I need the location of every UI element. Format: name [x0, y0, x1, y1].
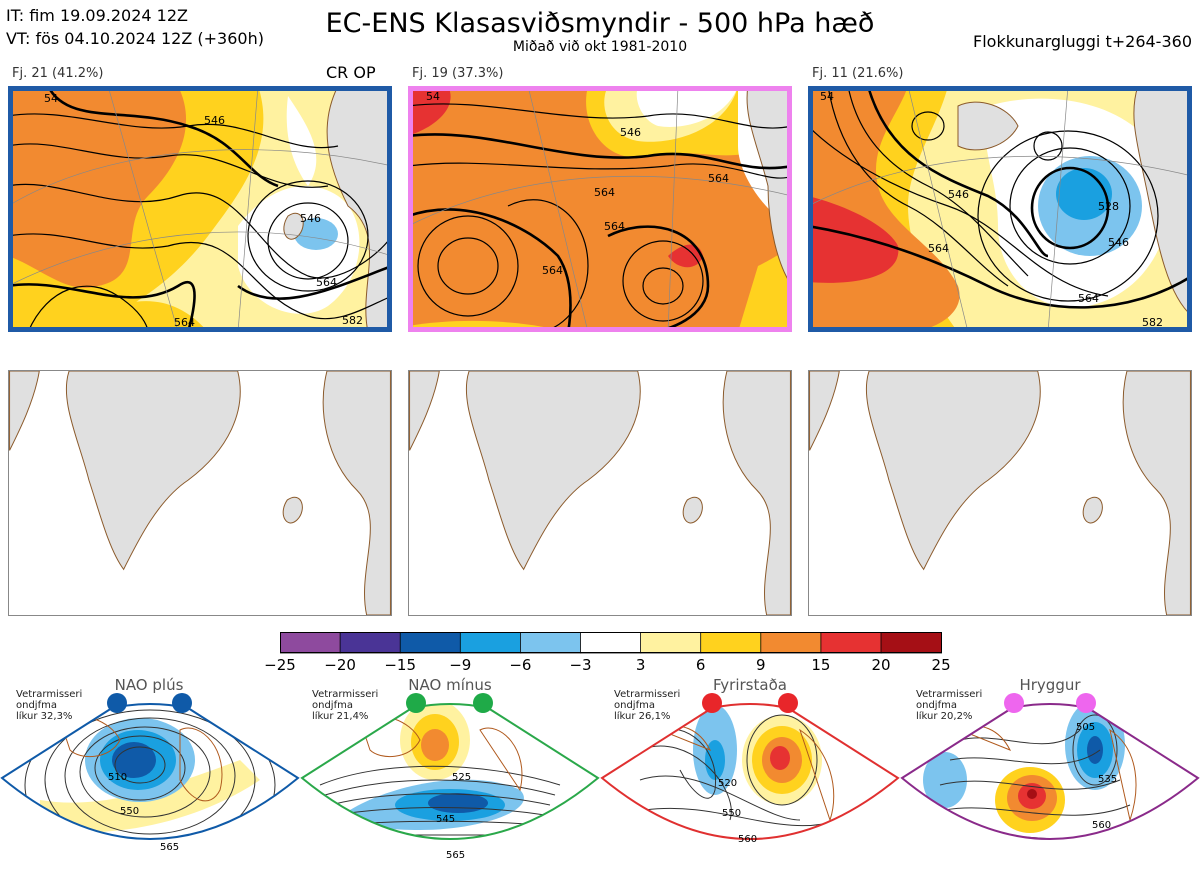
run-info: IT: fim 19.09.2024 12Z VT: fös 04.10.202…	[6, 4, 264, 50]
cluster-2-contour-b: 564	[708, 172, 729, 185]
colorbar-tick-label: 3	[635, 656, 646, 674]
regime-1-contour-c: 565	[160, 842, 179, 853]
regime-2-dot-left	[406, 693, 426, 713]
cluster-3-label: Fj. 11 (21.6%)	[812, 66, 904, 81]
cluster-1-contour-d: 564	[174, 316, 195, 329]
colorbar-tick-label: −15	[384, 656, 417, 674]
colorbar-tick-label: 9	[756, 656, 766, 674]
cluster-2-contour-f: 54	[426, 90, 440, 103]
regime-3-contour-b: 550	[722, 808, 741, 819]
colorbar-tick-label: −3	[569, 656, 592, 674]
colorbar-cell	[580, 632, 642, 654]
cluster-map-1: 546 546 564 564 582 54	[8, 86, 392, 332]
colorbar-cell	[519, 632, 582, 654]
regime-4-dot-left	[1004, 693, 1024, 713]
blank-map-3	[808, 370, 1192, 616]
cluster-1-contour-c: 564	[316, 276, 337, 289]
colorbar-tick-label: 25	[931, 656, 951, 674]
regime-maps: 510 550 565 525 545 565	[0, 703, 1200, 861]
cluster-1-label: Fj. 21 (41.2%)	[12, 66, 104, 81]
cluster-2-contour-d: 564	[542, 264, 563, 277]
colorbar-cell	[700, 632, 762, 654]
cluster-3-frame	[808, 86, 1192, 332]
regime-1-note: Vetrarmisseri ondjfma líkur 32,3%	[16, 689, 83, 722]
cluster-3-contour-a: 546	[948, 188, 969, 201]
cluster-1-tag: CR OP	[326, 63, 376, 82]
colorbar-tick-label: −9	[449, 656, 472, 674]
regime-1-map	[2, 704, 298, 839]
regime-3-frame	[600, 703, 900, 840]
regime-1-title: NAO plús	[114, 676, 184, 694]
regime-4-frame	[900, 703, 1200, 840]
cluster-3-contour-c: 546	[1108, 236, 1129, 249]
regime-3-note: Vetrarmisseri ondjfma líkur 26,1%	[614, 689, 681, 722]
regime-4-contour-a: 505	[1076, 722, 1095, 733]
colorbar-cell	[880, 632, 942, 654]
cluster-1-frame	[8, 86, 392, 332]
colorbar-tick-label: 15	[811, 656, 831, 674]
regime-4-contour-b: 535	[1098, 774, 1117, 785]
regime-3-dot-right	[778, 693, 798, 713]
cluster-2-contour-e: 564	[594, 186, 615, 199]
colorbar	[280, 632, 942, 654]
regime-4-note: Vetrarmisseri ondjfma líkur 20,2%	[916, 689, 983, 722]
colorbar-cell	[280, 632, 341, 654]
regime-1-dot-right	[172, 693, 192, 713]
regime-4-contour-c: 560	[1092, 820, 1111, 831]
cluster-3-contour-b: 528	[1098, 200, 1119, 213]
regime-1-contour-a: 510	[108, 772, 127, 783]
regime-2-contour-b: 545	[436, 814, 455, 825]
colorbar-cell	[640, 632, 702, 654]
cluster-1-contour-e: 582	[342, 314, 363, 327]
cluster-map-2: 546 564 564 564 564 54	[408, 86, 792, 332]
regime-4-map	[902, 704, 1198, 839]
valid-time: VT: fös 04.10.2024 12Z (+360h)	[6, 29, 264, 48]
regime-1-frame	[0, 703, 300, 840]
cluster-1-contour-a: 546	[204, 114, 225, 127]
cluster-2-contour-c: 564	[604, 220, 625, 233]
regime-4-title: Hryggur	[1019, 676, 1081, 694]
cluster-3-contour-d: 564	[928, 242, 949, 255]
cluster-2-label: Fj. 19 (37.3%)	[412, 66, 504, 81]
cluster-3-contour-g: 54	[820, 90, 834, 103]
page-title: EC-ENS Klasasviðsmyndir - 500 hPa hæð	[325, 8, 875, 39]
cluster-1-contour-f: 54	[44, 92, 58, 105]
regime-2-map	[302, 704, 598, 839]
colorbar-tick-label: 20	[871, 656, 891, 674]
colorbar-cell	[399, 632, 462, 654]
colorbar-tick-label: −20	[324, 656, 356, 674]
colorbar-tick-label: −6	[509, 656, 532, 674]
regime-3-title: Fyrirstaða	[713, 676, 787, 694]
colorbar-tick-label: 6	[695, 656, 706, 674]
regime-2-contour-c: 565	[446, 850, 465, 861]
regime-3-contour-c: 560	[738, 834, 757, 845]
cluster-map-3: 546 528 546 564 564 582 54	[808, 86, 1192, 332]
regime-3-contour-a: 520	[718, 778, 737, 789]
regime-2-frame	[300, 703, 600, 840]
regime-2-contour-a: 525	[452, 772, 471, 783]
regime-2-dot-right	[473, 693, 493, 713]
cluster-1-contour-b: 546	[300, 212, 321, 225]
regime-2-note: Vetrarmisseri ondjfma líkur 21,4%	[312, 689, 379, 722]
cluster-2-frame	[408, 86, 792, 332]
regime-4-dot-right	[1076, 693, 1096, 713]
colorbar-tick-label: −25	[264, 656, 296, 674]
regime-1-dot-left	[107, 693, 127, 713]
cluster-3-contour-e: 564	[1078, 292, 1099, 305]
regime-1-contour-b: 550	[120, 806, 139, 817]
regime-3-dot-left	[702, 693, 722, 713]
blank-map-2	[408, 370, 792, 616]
colorbar-cell	[459, 632, 522, 654]
colorbar-cell	[760, 632, 822, 654]
regime-2-title: NAO mínus	[408, 676, 492, 694]
blank-map-1	[8, 370, 392, 616]
colorbar-cell	[339, 632, 402, 654]
initial-time: IT: fim 19.09.2024 12Z	[6, 6, 188, 25]
page-subtitle: Miðað við okt 1981-2010	[512, 39, 688, 55]
cluster-2-contour-a: 546	[620, 126, 641, 139]
classification-window: Flokkunargluggi t+264-360	[973, 32, 1192, 51]
cluster-3-contour-f: 582	[1142, 316, 1163, 329]
colorbar-cell	[820, 632, 882, 654]
